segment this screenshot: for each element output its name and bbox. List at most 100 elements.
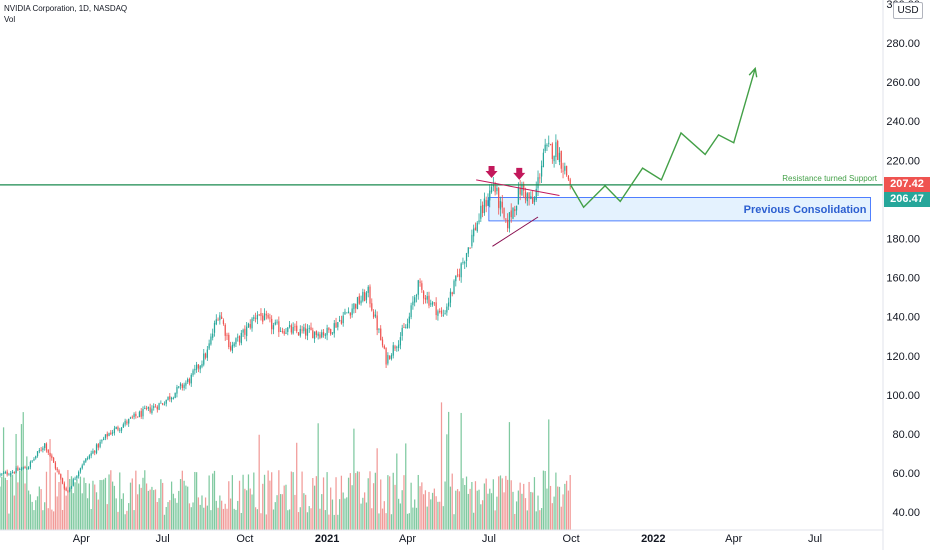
x-tick-label: Jul (156, 533, 170, 545)
candle-body (424, 298, 427, 300)
volume-bar (15, 433, 17, 530)
volume-bar (213, 470, 216, 530)
volume-bar (129, 482, 132, 530)
volume-bar (253, 472, 255, 530)
candle-body (247, 323, 250, 328)
volume-bar (360, 503, 362, 530)
volume-bar (313, 485, 316, 530)
volume-bar (564, 483, 566, 530)
candle-body (367, 286, 369, 293)
candle-body (262, 315, 264, 322)
volume-bar (410, 482, 412, 530)
volume-bar (349, 473, 351, 530)
candle-body (45, 443, 48, 451)
candle-body (426, 296, 428, 300)
volume-bar (544, 470, 546, 530)
candle-body (444, 313, 446, 315)
candle-body (310, 327, 312, 331)
candle-body (272, 325, 275, 330)
volume-bar (235, 509, 237, 530)
volume-bar (8, 513, 10, 530)
candle-body (465, 253, 468, 262)
volume-bar (131, 478, 133, 530)
volume-bar (142, 477, 144, 530)
down-arrow-marker (485, 165, 498, 178)
volume-bar (45, 471, 48, 530)
candle-body (176, 387, 178, 394)
candle-body (317, 333, 319, 336)
candle-body (496, 187, 498, 192)
volume-bar (110, 470, 112, 530)
candle-body (532, 197, 534, 204)
volume-bar (24, 483, 26, 530)
candle-body (142, 408, 144, 417)
volume-bar (567, 490, 570, 530)
volume-bar (476, 490, 478, 530)
volume-bar (462, 478, 464, 530)
candle-body (464, 262, 466, 264)
volume-bar (555, 472, 557, 530)
volume-bar (487, 493, 489, 530)
volume-bar (306, 512, 309, 530)
candle-body (507, 219, 509, 229)
candle-body (365, 292, 368, 300)
candle-body (158, 403, 160, 410)
volume-bar (260, 513, 262, 530)
volume-bar (217, 507, 219, 530)
volume-bar (36, 496, 39, 530)
candle-body (530, 196, 532, 200)
volume-bar (374, 472, 376, 530)
candle-body (86, 458, 89, 459)
volume-bar (29, 494, 32, 530)
currency-button[interactable]: USD (893, 2, 923, 19)
consolidation-label: Previous Consolidation (744, 204, 867, 216)
candle-body (274, 322, 276, 325)
volume-bar (387, 475, 389, 530)
candle-body (208, 343, 210, 349)
projection-arrowhead (748, 66, 758, 78)
candle-body (412, 301, 414, 306)
candle-body (24, 466, 26, 469)
candle-body (362, 291, 364, 301)
volume-bar (512, 491, 514, 530)
volume-bar (167, 502, 169, 530)
candle-body (204, 353, 207, 358)
volume-bar (514, 513, 516, 530)
volume-bar (381, 508, 384, 530)
candle-body (144, 407, 146, 409)
candle-body (240, 332, 242, 344)
volume-bar (229, 498, 232, 530)
volume-bar (272, 509, 275, 530)
volume-bar (135, 470, 137, 530)
volume-bar (224, 503, 226, 530)
candle-body (238, 335, 241, 343)
volume-bar (67, 470, 69, 530)
candle-body (337, 322, 339, 328)
volume-bar (490, 493, 493, 530)
price-tag-last: 206.47 (884, 191, 930, 207)
candle-body (374, 314, 376, 317)
volume-bar (469, 488, 471, 530)
candle-body (72, 479, 74, 486)
volume-bar (460, 412, 462, 530)
volume-bar (47, 508, 49, 530)
volume-bar (335, 477, 337, 530)
candle-body (498, 188, 500, 208)
volume-bar (81, 493, 83, 530)
candle-body (44, 443, 46, 448)
candle-body (54, 462, 57, 469)
volume-bar (437, 501, 439, 530)
volume-bar (88, 483, 90, 530)
candle-body (237, 336, 239, 338)
candle-body (467, 247, 469, 254)
candle-body (192, 370, 194, 375)
volume-bar (448, 411, 450, 530)
candle-body (281, 330, 284, 332)
volume-bar (95, 492, 98, 530)
candle-body (229, 346, 232, 351)
volume-bar (439, 501, 441, 530)
candle-body (90, 453, 92, 456)
candle-body (92, 450, 94, 454)
candle-body (122, 424, 124, 428)
